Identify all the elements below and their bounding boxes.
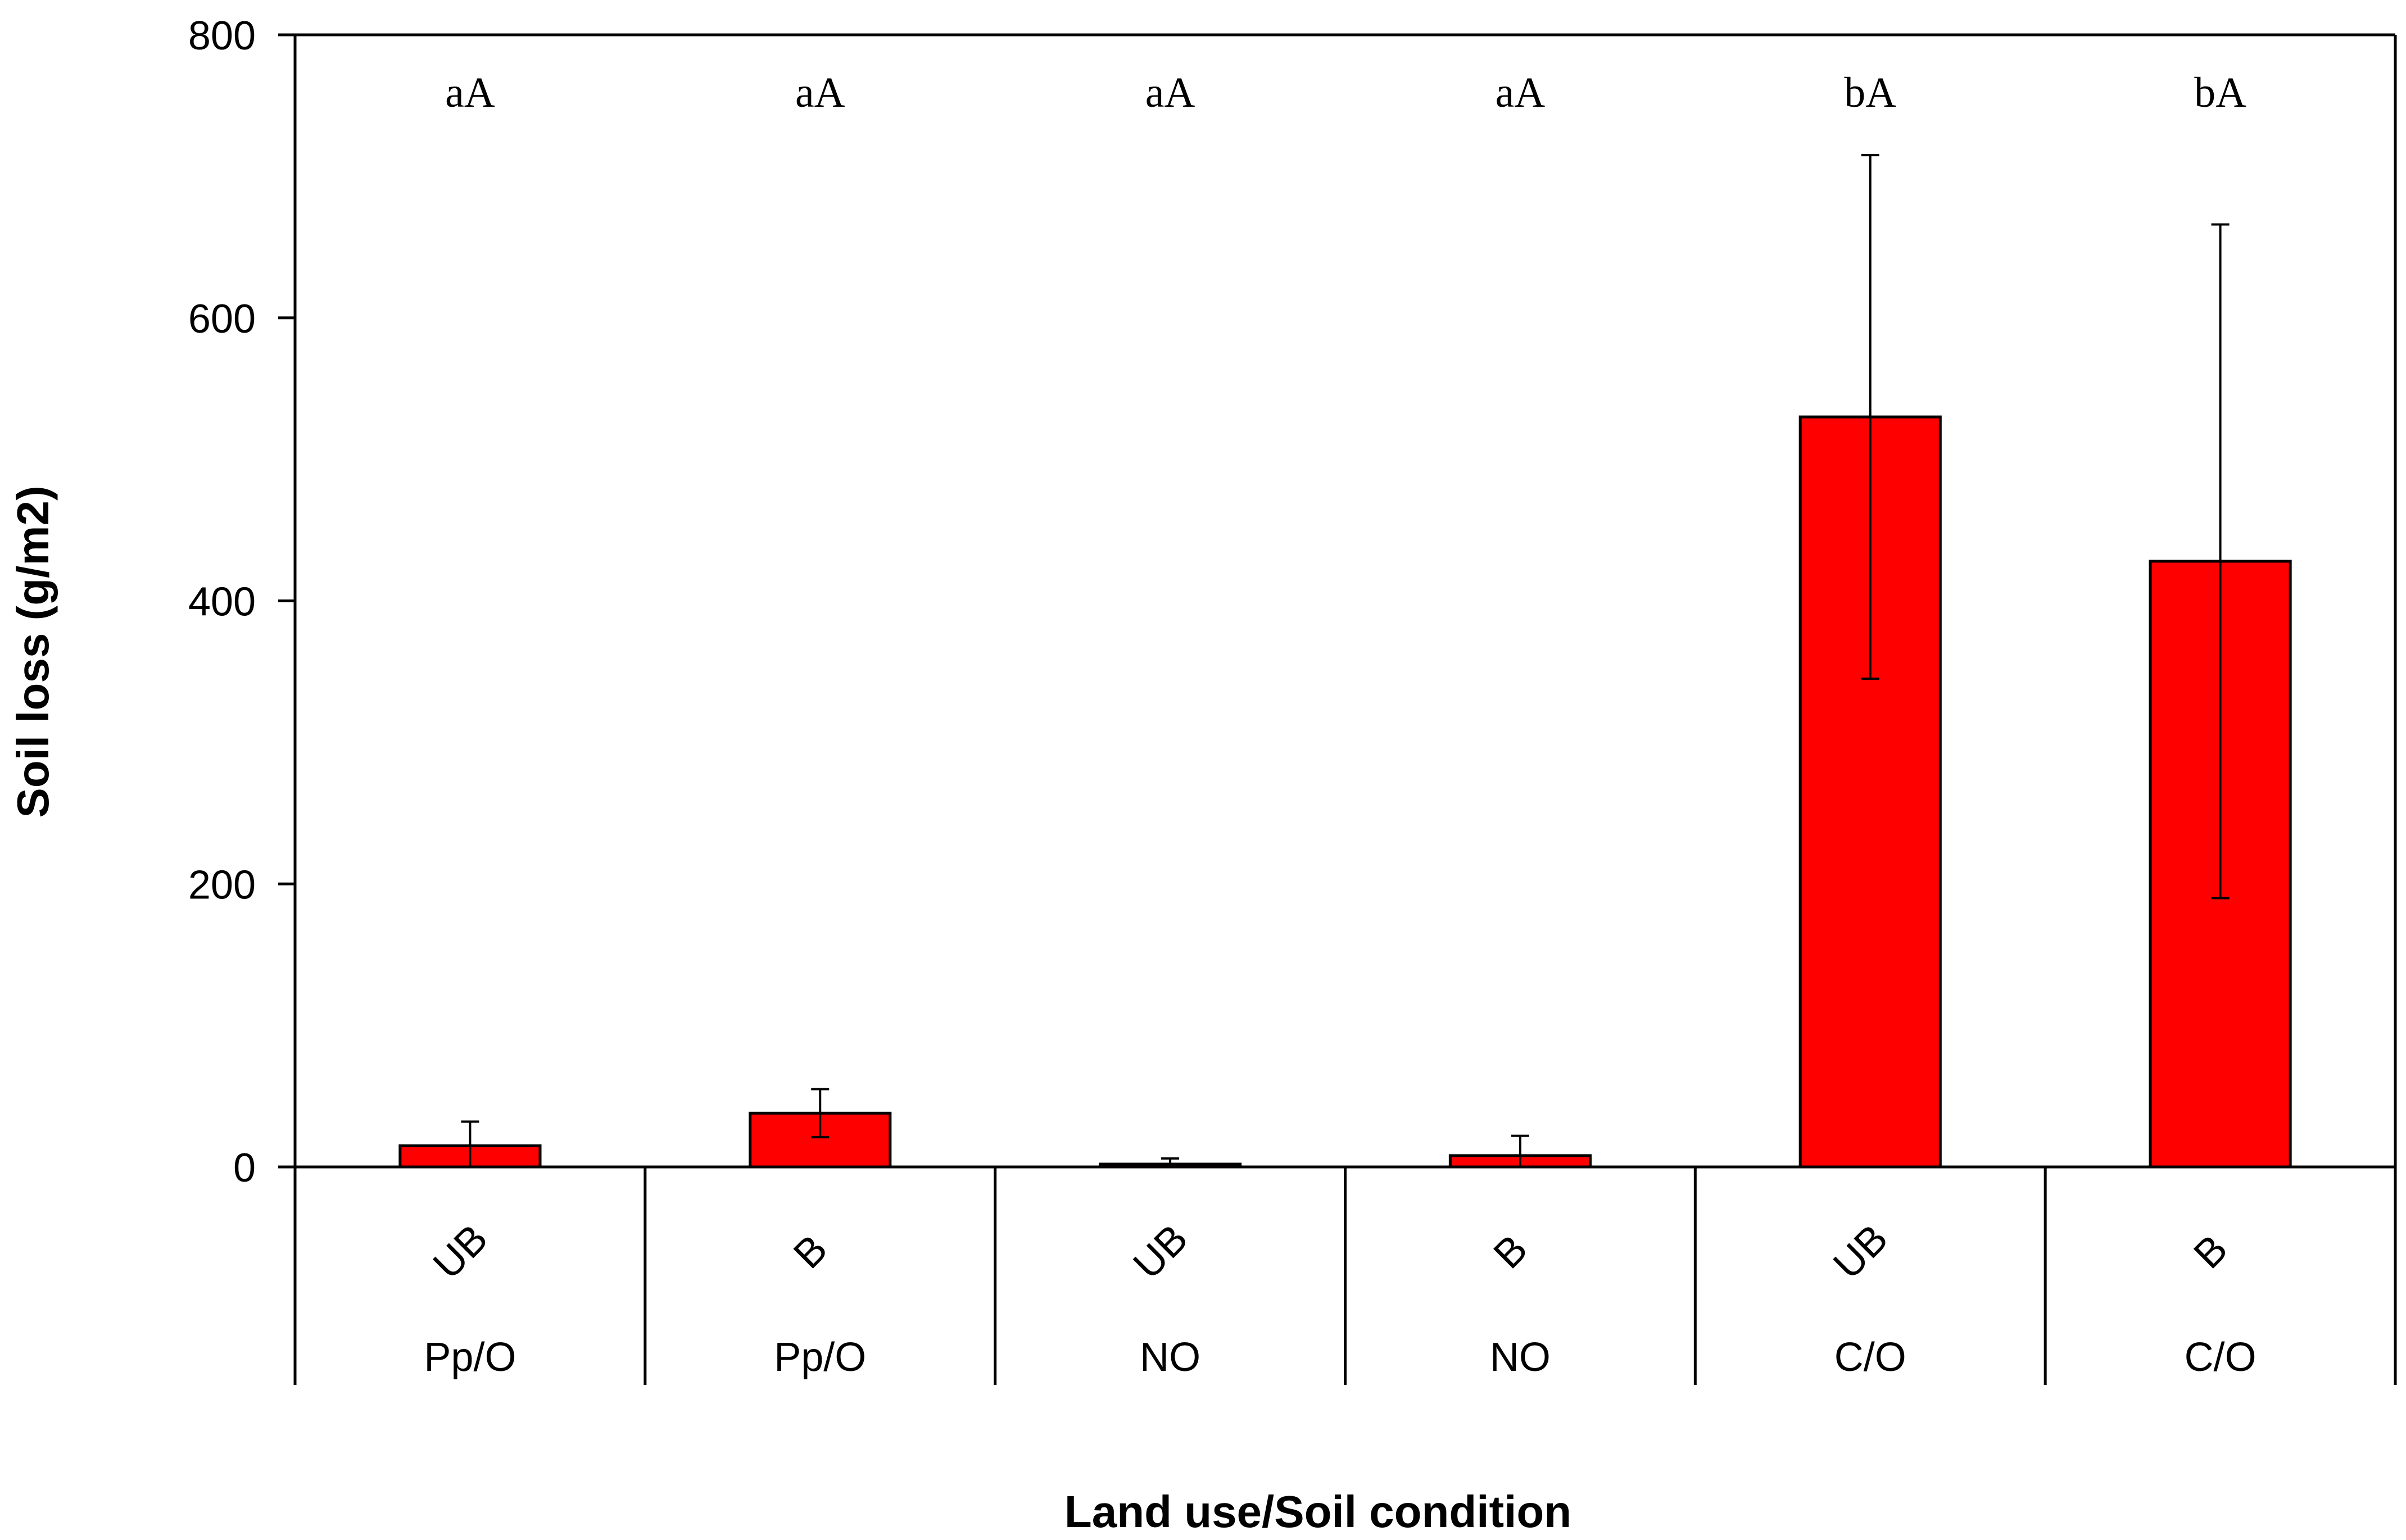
y-tick-label: 800 [188, 13, 256, 58]
significance-label: bA [2194, 69, 2246, 116]
x-tick-label-condition: UB [1825, 1216, 1896, 1287]
x-tick-label-condition: UB [1125, 1216, 1196, 1287]
x-tick-label-condition: B [785, 1226, 836, 1278]
y-axis-label: Soil loss (g/m2) [8, 485, 58, 817]
y-tick-label: 200 [188, 862, 256, 907]
y-tick-label: 0 [233, 1146, 256, 1191]
significance-label: aA [1496, 69, 1546, 116]
x-tick-label-condition: B [2185, 1226, 2236, 1278]
x-tick-label-land-use: NO [1490, 1335, 1551, 1380]
significance-label: aA [1145, 69, 1195, 116]
x-axis-label: Land use/Soil condition [1064, 1487, 1571, 1537]
axes-layer [278, 33, 2397, 1385]
y-tick-label: 400 [188, 580, 256, 625]
x-tick-label-land-use: Pp/O [774, 1335, 866, 1380]
error-bars-layer [461, 154, 2230, 1168]
x-tick-label-land-use: Pp/O [424, 1335, 516, 1380]
bars-layer [398, 415, 2292, 1169]
x-tick-label-condition: UB [425, 1216, 496, 1287]
x-tick-label-land-use: NO [1140, 1335, 1200, 1380]
y-tick-label: 600 [188, 297, 256, 342]
significance-label: aA [445, 69, 495, 116]
x-tick-label-land-use: C/O [2185, 1335, 2257, 1380]
x-tick-label-land-use: C/O [1834, 1335, 1906, 1380]
labels-layer: 0 200 400 600 800 aA UB Pp/O aA B Pp/O aA UB NO aA B NO b… [188, 13, 2257, 1380]
significance-label: bA [1844, 69, 1896, 116]
significance-label: aA [795, 69, 845, 116]
x-tick-label-condition: B [1485, 1226, 1537, 1278]
